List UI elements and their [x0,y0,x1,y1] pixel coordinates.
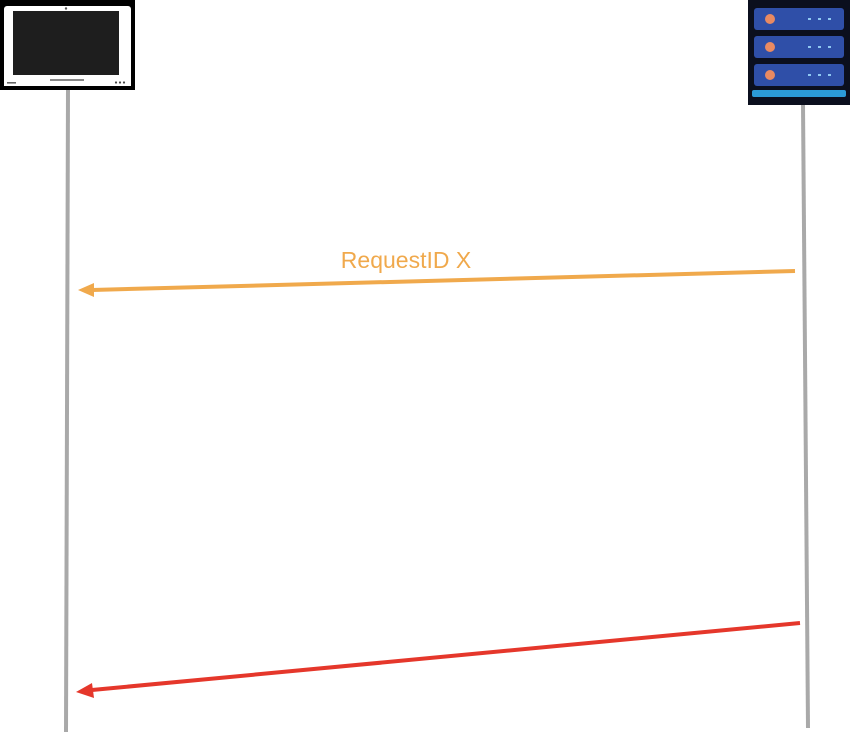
message-arrow-requestid [78,269,796,297]
message-label: RequestID X [341,247,471,273]
server-rack-icon [748,0,850,105]
message-arrow-red [76,621,801,698]
client-lifeline [64,87,70,733]
arrowhead [76,683,94,698]
laptop-icon [0,0,135,90]
server-lifeline [801,103,810,729]
arrowhead [78,283,94,297]
